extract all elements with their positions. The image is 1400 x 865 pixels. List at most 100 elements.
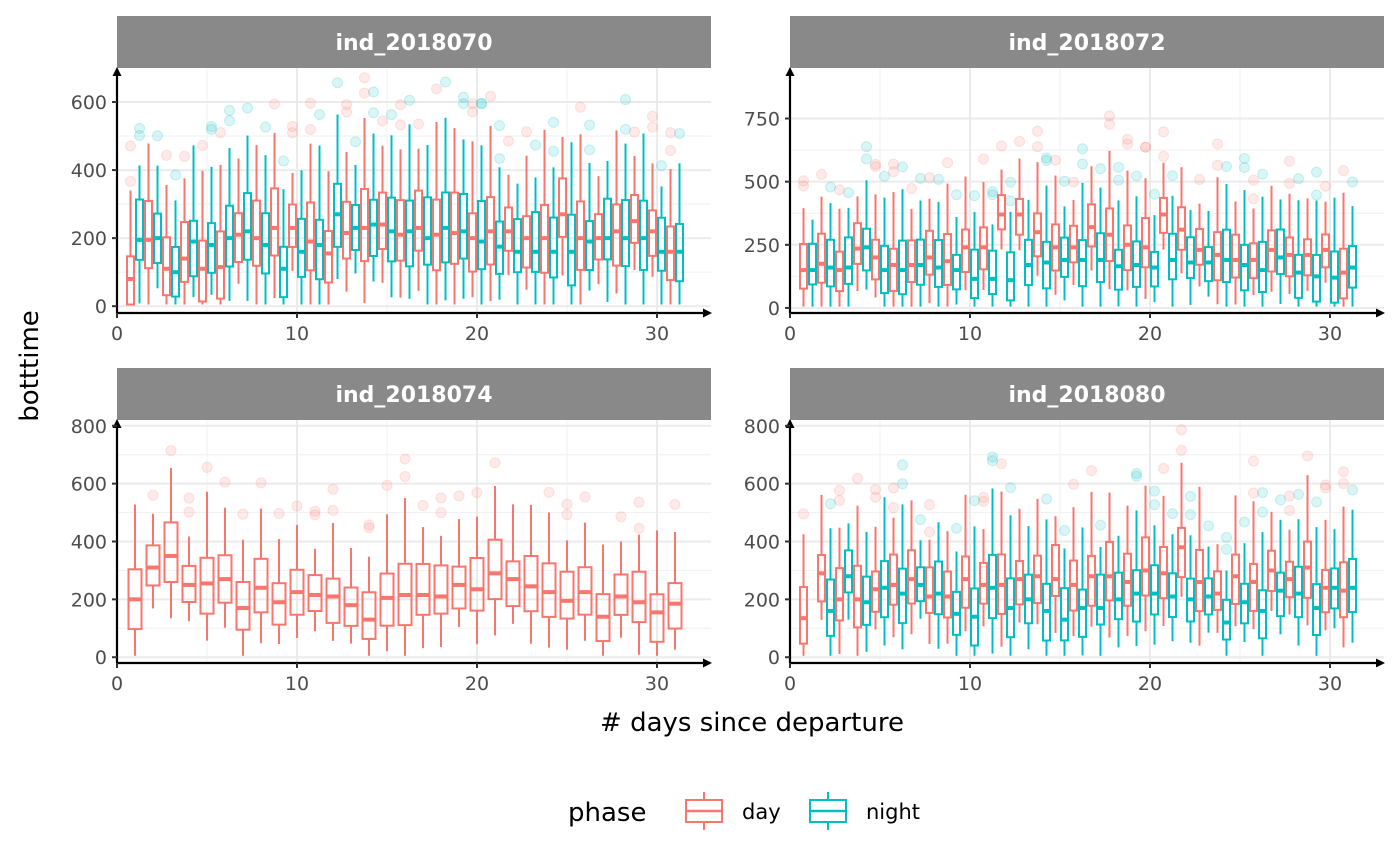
- box-day-day-11: [307, 505, 323, 632]
- box-day-day-8: [924, 172, 935, 304]
- x-axis-title: # days since departure: [600, 708, 904, 738]
- box-iqr: [1249, 562, 1258, 612]
- outlier-point: [503, 135, 514, 147]
- box-day-day-17: [1086, 465, 1097, 627]
- box-day-day-2: [145, 489, 161, 609]
- outlier-point: [1167, 170, 1178, 182]
- box-iqr: [988, 249, 997, 296]
- box-day-day-16: [1068, 176, 1079, 285]
- box-night-day-19: [1131, 170, 1142, 307]
- box-iqr: [505, 560, 521, 608]
- box-iqr: [1051, 543, 1060, 597]
- outlier-point: [633, 496, 645, 508]
- facet-panel-2: ind_2018072 0 10 20 30 0 250 500 750: [744, 16, 1385, 345]
- box-night-day-14: [1041, 493, 1052, 656]
- outlier-point: [1275, 494, 1286, 506]
- outlier-point: [1248, 174, 1259, 186]
- box-day-day-18: [433, 492, 449, 647]
- box-iqr: [306, 201, 315, 272]
- outlier-point: [224, 104, 235, 116]
- outlier-point: [615, 511, 627, 523]
- outlier-point: [870, 491, 881, 503]
- box-iqr: [235, 580, 251, 631]
- box-iqr: [433, 564, 449, 615]
- outlier-point: [435, 492, 447, 504]
- box-iqr: [144, 199, 153, 270]
- box-night-day-17: [1095, 163, 1106, 307]
- box-iqr: [1222, 598, 1231, 641]
- outlier-point: [201, 461, 213, 473]
- box-day-day-26: [577, 491, 593, 641]
- box-day-day-11: [978, 153, 989, 291]
- outlier-point: [1104, 118, 1115, 130]
- y-axis-arrow: [112, 67, 122, 76]
- box-night-day-16: [404, 94, 415, 299]
- box-iqr: [513, 218, 522, 274]
- box-iqr: [826, 578, 835, 637]
- outlier-point: [242, 102, 253, 114]
- box-night-day-8: [933, 173, 944, 307]
- box-iqr: [1303, 238, 1312, 277]
- outlier-point: [1239, 152, 1250, 164]
- y-tick-label: 0: [95, 296, 107, 318]
- box-night-day-9: [951, 189, 962, 305]
- outlier-point: [1347, 176, 1358, 188]
- outlier-point: [1248, 193, 1259, 205]
- outlier-point: [1176, 444, 1187, 456]
- box-iqr: [324, 229, 333, 284]
- box-iqr: [325, 577, 341, 624]
- outlier-point: [1176, 424, 1187, 436]
- box-day-day-22: [1176, 424, 1187, 597]
- box-iqr: [1168, 232, 1177, 281]
- outlier-point: [665, 127, 676, 139]
- facet-strip: [117, 16, 711, 68]
- box-day-day-21: [1158, 462, 1169, 627]
- box-night-day-20: [476, 97, 487, 305]
- box-night-day-20: [1149, 188, 1160, 303]
- box-day-day-4: [179, 150, 190, 305]
- outlier-point: [305, 97, 316, 109]
- box-night-day-2: [152, 130, 163, 289]
- box-night-day-4: [189, 145, 198, 298]
- outlier-point: [1212, 159, 1223, 171]
- box-iqr: [1024, 238, 1033, 287]
- box-night-day-21: [1167, 508, 1178, 642]
- box-iqr: [826, 238, 835, 288]
- box-iqr: [396, 199, 405, 262]
- box-night-day-13: [1024, 199, 1033, 307]
- box-iqr: [531, 211, 540, 273]
- outlier-point: [1338, 478, 1349, 490]
- box-iqr: [997, 194, 1006, 231]
- box-night-day-22: [1186, 209, 1195, 305]
- x-tick-label: 20: [1138, 323, 1162, 345]
- box-day-day-31: [667, 498, 683, 650]
- y-tick-label: 250: [744, 235, 780, 257]
- box-iqr: [1141, 536, 1150, 597]
- outlier-point: [969, 190, 980, 202]
- box-night-day-17: [1095, 519, 1106, 656]
- box-iqr: [621, 199, 630, 268]
- x-tick-label: 30: [1318, 673, 1342, 695]
- outlier-point: [1221, 543, 1232, 555]
- outlier-point: [1131, 170, 1142, 182]
- box-iqr: [1294, 253, 1303, 299]
- outlier-point: [561, 498, 573, 510]
- legend-label-day: day: [742, 800, 781, 824]
- outlier-point: [924, 172, 935, 184]
- box-iqr: [889, 553, 898, 606]
- outlier-point: [1338, 466, 1349, 478]
- outlier-point: [584, 119, 595, 131]
- box-night-day-11: [314, 109, 325, 305]
- box-iqr: [504, 206, 513, 252]
- outlier-point: [1113, 174, 1124, 186]
- outlier-point: [1284, 155, 1295, 167]
- box-iqr: [450, 191, 459, 265]
- outlier-point: [458, 91, 469, 103]
- box-iqr: [234, 212, 243, 264]
- box-day-day-14: [359, 72, 370, 304]
- axes: 0 10 20 30 0 200 400 600 800: [744, 416, 1385, 695]
- outlier-point: [399, 470, 411, 482]
- box-iqr: [657, 216, 666, 272]
- outlier-point: [1293, 488, 1304, 500]
- box-iqr: [1348, 558, 1357, 614]
